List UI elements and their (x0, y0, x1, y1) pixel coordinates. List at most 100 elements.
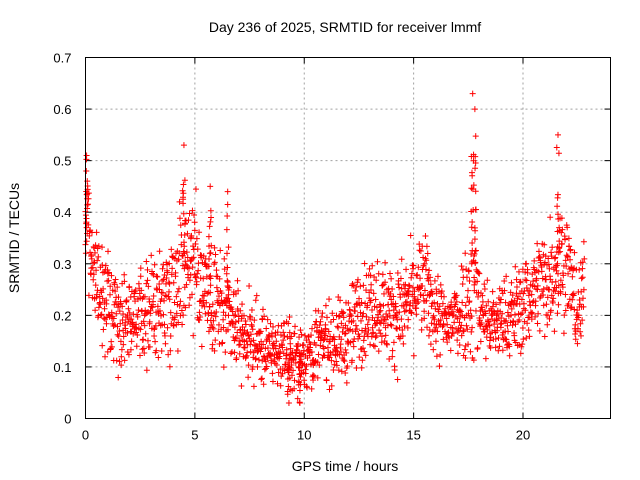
data-point (308, 385, 315, 392)
data-point (466, 278, 473, 285)
data-point (244, 349, 251, 356)
data-point (148, 252, 155, 259)
data-point (298, 331, 305, 338)
data-point (577, 328, 584, 335)
data-point (193, 235, 200, 242)
data-point (296, 364, 303, 371)
data-point (206, 243, 213, 250)
data-point (552, 288, 559, 295)
data-point (472, 227, 479, 234)
data-point (317, 342, 324, 349)
data-point (350, 317, 357, 324)
data-point (198, 343, 205, 350)
data-point (401, 308, 408, 315)
data-point (302, 370, 309, 377)
y-tick-label: 0.3 (53, 257, 71, 272)
data-point (503, 336, 510, 343)
data-point (207, 275, 214, 282)
data-point (520, 290, 527, 297)
data-point (517, 350, 524, 357)
data-point (529, 309, 536, 316)
data-point (259, 306, 266, 313)
data-point (477, 290, 484, 297)
data-point (417, 275, 424, 282)
data-point (283, 352, 290, 359)
data-point (453, 292, 460, 299)
data-point (118, 353, 125, 360)
data-point (512, 263, 519, 270)
data-point (211, 244, 218, 251)
data-point (242, 318, 249, 325)
data-point (504, 322, 511, 329)
data-point (415, 298, 422, 305)
data-point (476, 270, 483, 277)
data-point (263, 325, 270, 332)
data-point (250, 383, 257, 390)
data-point (206, 223, 213, 230)
data-point (243, 352, 250, 359)
data-point (472, 165, 479, 172)
data-point (472, 260, 479, 267)
data-point (175, 285, 182, 292)
data-point (531, 283, 538, 290)
data-point (118, 346, 125, 353)
data-point (386, 307, 393, 314)
data-point (423, 297, 430, 304)
data-point (571, 306, 578, 313)
data-point (116, 328, 123, 335)
data-point (177, 298, 184, 305)
data-point (374, 258, 381, 265)
data-point (398, 316, 405, 323)
data-point (93, 229, 100, 236)
data-point (126, 283, 133, 290)
data-point (523, 284, 530, 291)
data-point (481, 281, 488, 288)
data-point (421, 308, 428, 315)
data-point (474, 278, 481, 285)
data-point (387, 270, 394, 277)
data-point (180, 210, 187, 217)
data-point (465, 310, 472, 317)
data-point (577, 332, 584, 339)
data-point (400, 340, 407, 347)
data-point (451, 319, 458, 326)
data-point (404, 324, 411, 331)
data-point (536, 253, 543, 260)
data-point (544, 321, 551, 328)
data-point (579, 265, 586, 272)
data-point (128, 316, 135, 323)
data-point (164, 324, 171, 331)
data-point (392, 303, 399, 310)
data-point (171, 314, 178, 321)
data-point (179, 253, 186, 260)
data-point (431, 299, 438, 306)
data-point (338, 349, 345, 356)
data-point (301, 377, 308, 384)
data-point (269, 370, 276, 377)
data-point (437, 317, 444, 324)
data-point (458, 322, 465, 329)
data-point (267, 320, 274, 327)
data-point (567, 256, 574, 263)
data-point (204, 290, 211, 297)
data-point (213, 267, 220, 274)
data-point (184, 254, 191, 261)
data-point (471, 250, 478, 257)
data-point (565, 270, 572, 277)
data-point (541, 333, 548, 340)
data-point (159, 265, 166, 272)
data-point (297, 359, 304, 366)
data-point (141, 322, 148, 329)
data-point (424, 250, 431, 257)
data-point (492, 336, 499, 343)
data-point (335, 324, 342, 331)
data-point (98, 289, 105, 296)
data-point (525, 327, 532, 334)
data-point (286, 329, 293, 336)
data-point (293, 346, 300, 353)
data-point (108, 272, 115, 279)
data-point (428, 303, 435, 310)
data-point (315, 307, 322, 314)
data-point (330, 316, 337, 323)
data-point (316, 362, 323, 369)
